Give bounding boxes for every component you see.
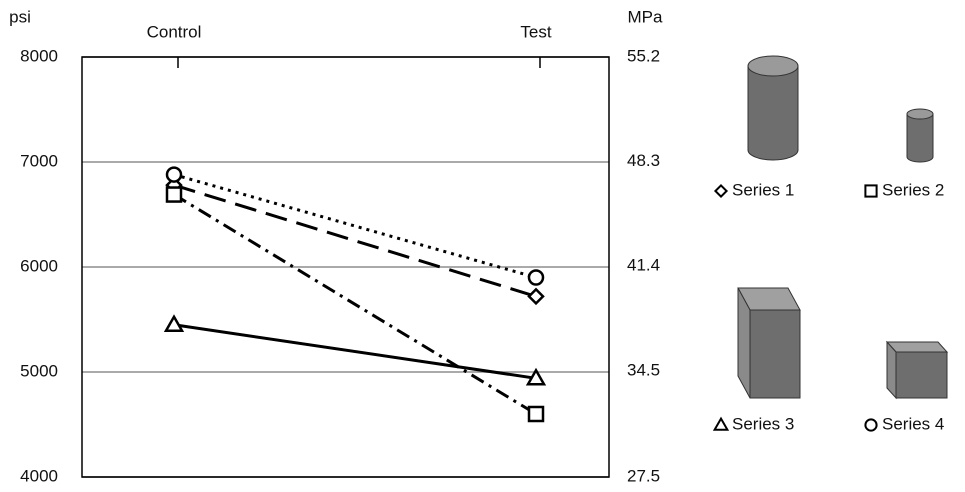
y2-tick-label: 41.4 — [627, 256, 660, 275]
box-top — [885, 341, 949, 353]
box-side — [886, 340, 897, 400]
box-front — [895, 351, 948, 399]
legend-label: Series 3 — [732, 414, 794, 433]
cylinder-top — [747, 55, 799, 77]
marker — [864, 418, 878, 432]
y-tick-label: 8000 — [20, 46, 58, 65]
marker — [527, 405, 545, 423]
y2-tick-label: 55.2 — [627, 46, 660, 65]
cylinder-top — [906, 108, 934, 120]
legend: Series 1 Series 2 Series 3 Series 4 — [712, 180, 944, 433]
legend-item — [713, 183, 729, 199]
legend-item — [864, 184, 878, 198]
plot-frame — [81, 56, 610, 478]
legend-item — [864, 418, 878, 432]
y-tick-label: 5000 — [20, 361, 58, 380]
series-line — [173, 173, 537, 279]
y2-tick-label: 27.5 — [627, 466, 660, 485]
series-line — [173, 193, 537, 416]
legend-label: Series 4 — [882, 414, 944, 433]
y2-tick-label: 34.5 — [627, 360, 660, 379]
marker — [713, 183, 729, 199]
marker — [165, 186, 183, 203]
cylinder-icon — [747, 65, 799, 161]
marker — [527, 287, 545, 306]
cylinder-icon — [906, 113, 934, 163]
x-tick-label: Control — [147, 22, 202, 41]
marker — [165, 166, 183, 183]
y-tick-label: 6000 — [20, 256, 58, 275]
y2-tick-label: 48.3 — [627, 151, 660, 170]
y-axis-label: psi — [9, 7, 31, 26]
marker — [163, 314, 185, 332]
marker — [864, 184, 878, 198]
series-line — [173, 183, 537, 298]
legend-label: Series 1 — [732, 180, 794, 199]
y-tick-label: 7000 — [20, 151, 58, 170]
marker — [525, 367, 547, 386]
legend-icons — [737, 55, 949, 400]
legend-label: Series 2 — [882, 180, 944, 199]
lines — [163, 166, 547, 423]
legend-item — [712, 416, 730, 431]
x-tick-label: Test — [520, 22, 551, 41]
y2-axis-label: MPa — [628, 7, 664, 26]
marker — [712, 416, 730, 431]
y-tick-label: 4000 — [20, 466, 58, 485]
box-front — [749, 309, 801, 399]
series-line — [173, 323, 537, 380]
marker — [527, 269, 545, 286]
